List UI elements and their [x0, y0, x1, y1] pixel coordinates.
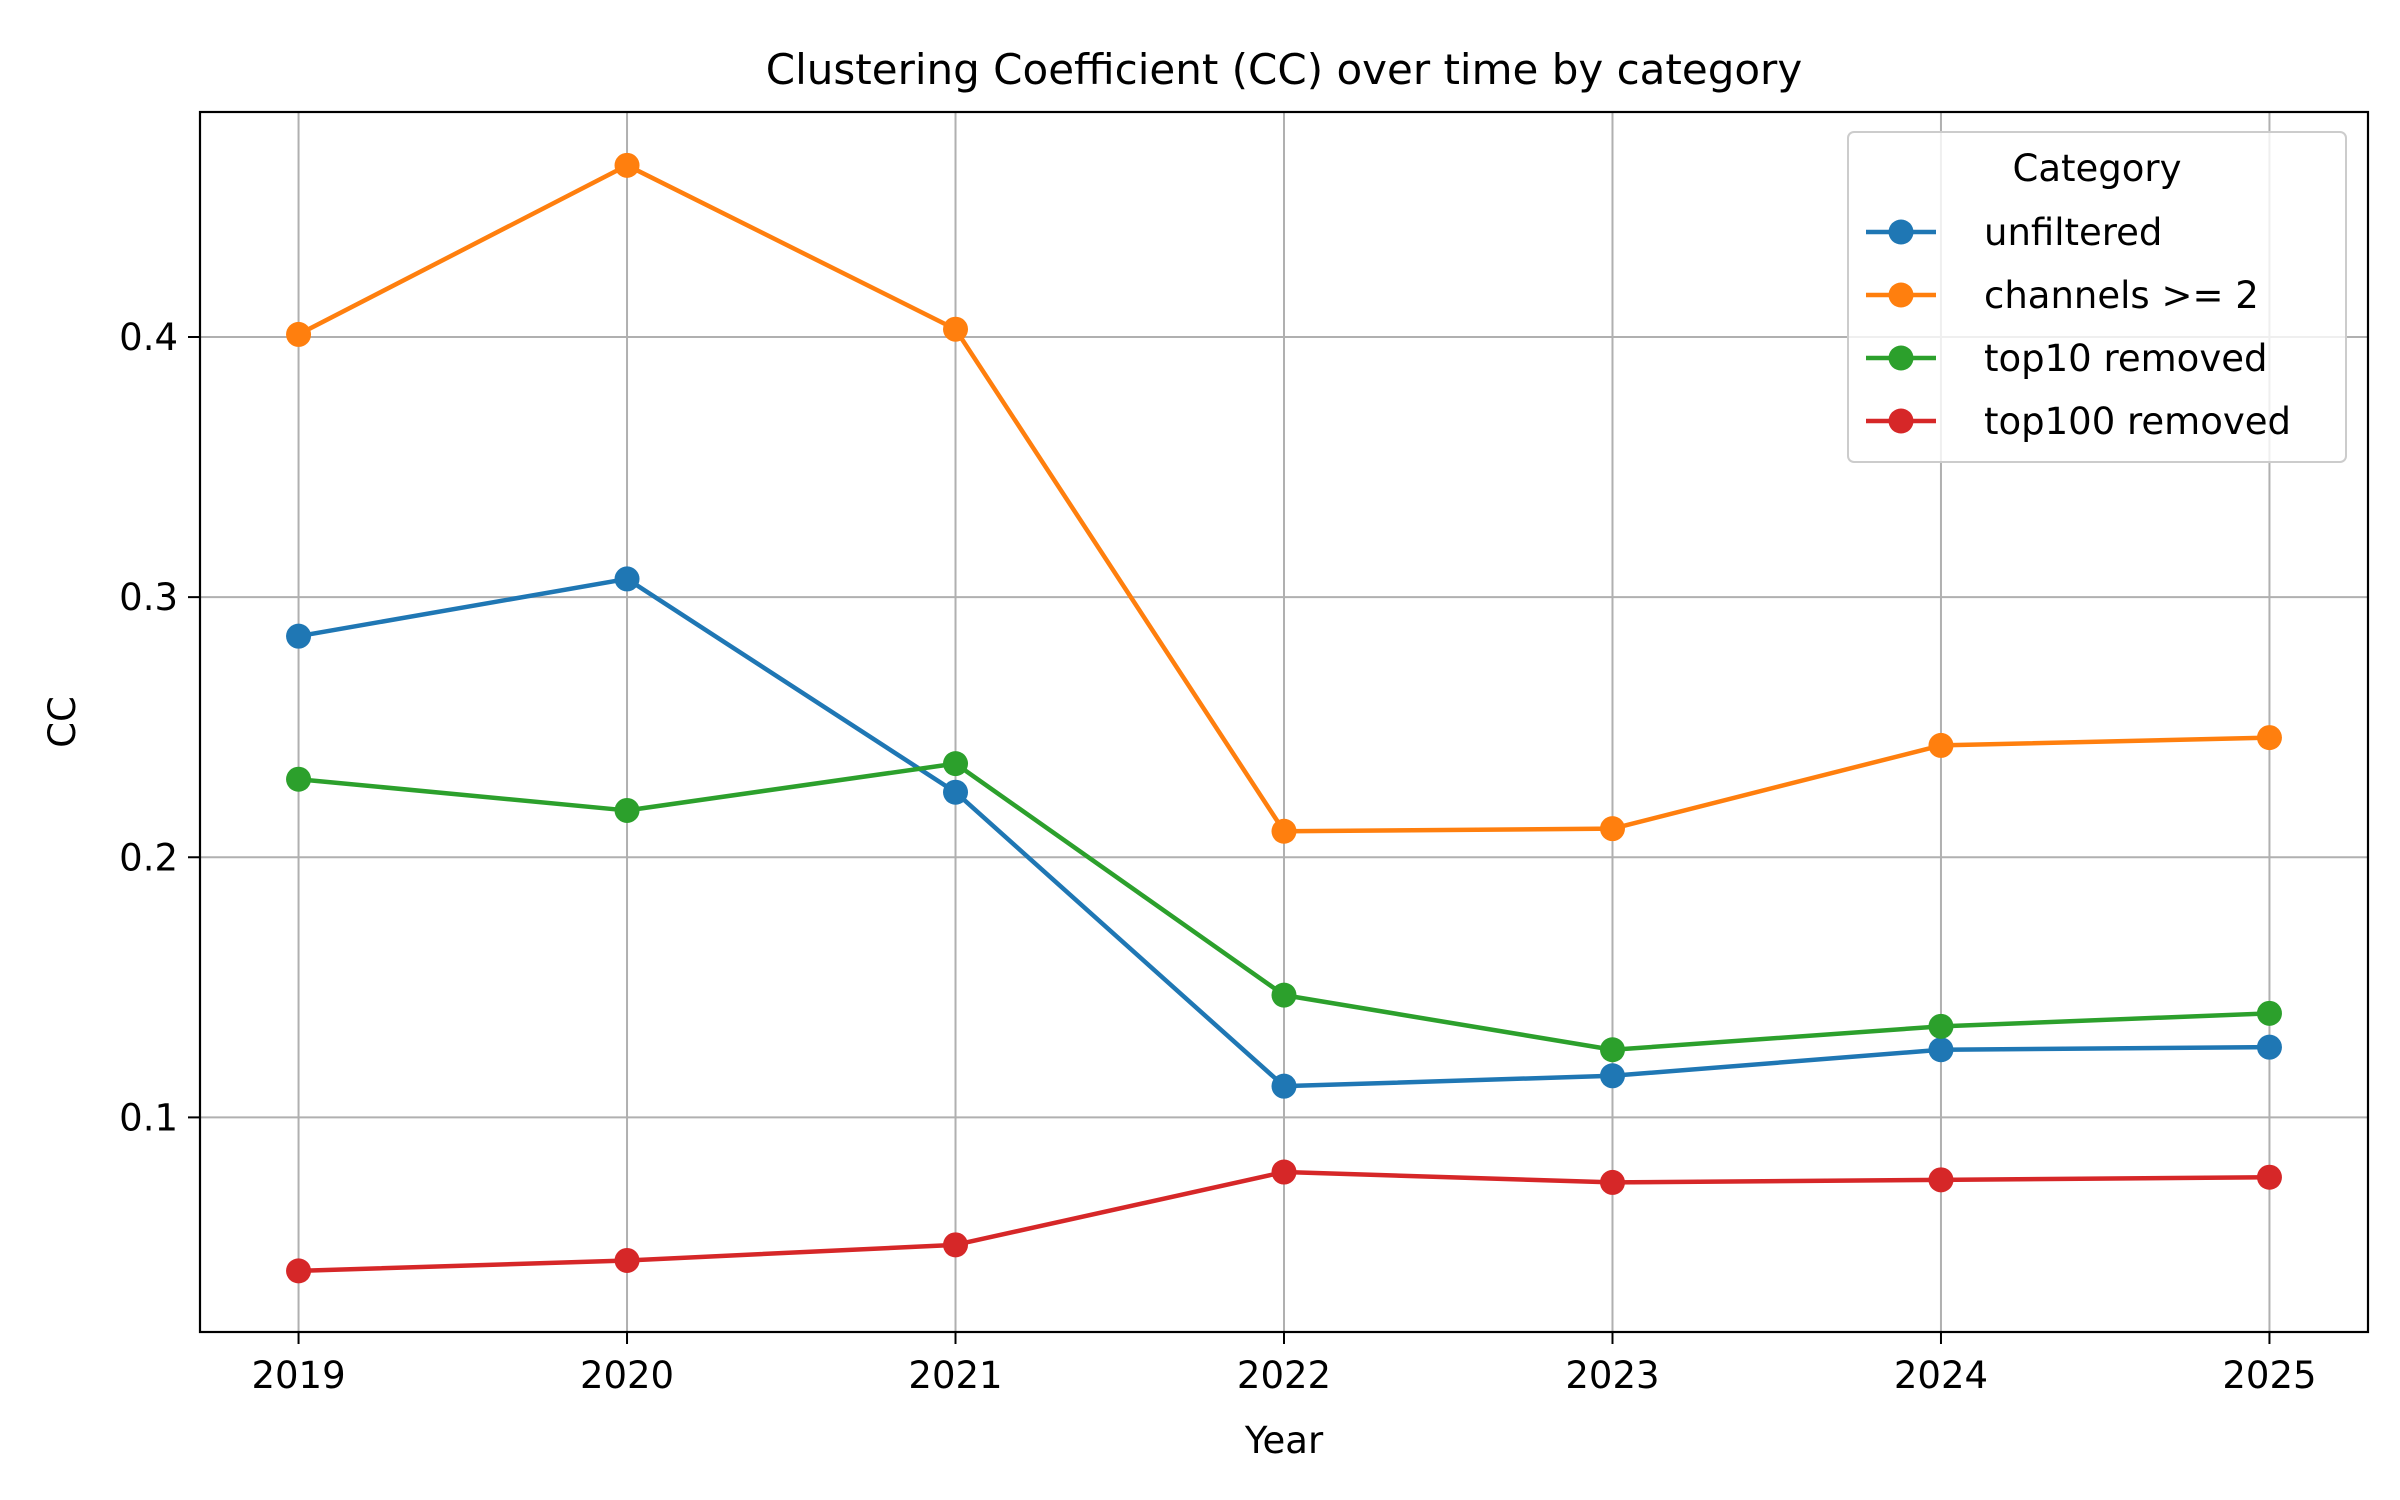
legend-label: top100 removed: [1984, 400, 2291, 443]
data-point: [614, 566, 640, 592]
data-point: [1928, 1013, 1954, 1039]
data-point: [1271, 818, 1297, 844]
legend-title: Category: [2012, 147, 2181, 190]
data-point: [2256, 1000, 2282, 1026]
axis-ticks: 2019 2020 2021 2022 2023 2024 2025 0.1 0.2 0.3 0.4: [119, 316, 2316, 1397]
legend-marker: [1888, 282, 1914, 308]
data-point: [1271, 1159, 1297, 1185]
data-point: [2256, 725, 2282, 751]
data-point: [286, 623, 312, 649]
legend-box: [1847, 131, 2347, 463]
data-point: [286, 321, 312, 347]
y-tick-label: 0.1: [119, 1096, 178, 1139]
data-point: [943, 1232, 969, 1258]
x-tick-label: 2023: [1565, 1354, 1659, 1397]
data-point: [1599, 1037, 1625, 1063]
x-tick-label: 2021: [908, 1354, 1002, 1397]
legend: Category unfiltered channels >= 2 top10 re…: [1847, 131, 2347, 463]
data-point: [943, 751, 969, 777]
data-point: [614, 797, 640, 823]
data-point: [286, 1258, 312, 1284]
legend-marker: [1888, 408, 1914, 434]
y-tick-label: 0.2: [119, 836, 178, 879]
data-point: [1599, 1169, 1625, 1195]
data-point: [614, 1247, 640, 1273]
data-point: [2256, 1164, 2282, 1190]
data-point: [1928, 732, 1954, 758]
legend-items: unfiltered channels >= 2 top10 removed top1…: [1866, 211, 2291, 443]
x-tick-label: 2024: [1894, 1354, 1988, 1397]
legend-label: unfiltered: [1984, 211, 2162, 254]
series-group: [286, 152, 2282, 1284]
data-point: [286, 766, 312, 792]
data-point: [1271, 1073, 1297, 1099]
x-axis-label: Year: [1244, 1419, 1324, 1462]
data-point: [1271, 982, 1297, 1008]
x-tick-label: 2019: [251, 1354, 345, 1397]
data-point: [943, 316, 969, 342]
x-tick-label: 2022: [1237, 1354, 1331, 1397]
chart-title: Clustering Coefficient (CC) over time by…: [766, 45, 1802, 94]
x-tick-label: 2025: [2222, 1354, 2316, 1397]
x-tick-label: 2020: [580, 1354, 674, 1397]
data-point: [1928, 1167, 1954, 1193]
data-point: [614, 152, 640, 178]
data-point: [1928, 1037, 1954, 1063]
y-tick-label: 0.4: [119, 316, 178, 359]
data-point: [943, 779, 969, 805]
y-axis-label: CC: [41, 696, 84, 748]
legend-marker: [1888, 345, 1914, 371]
legend-marker: [1888, 219, 1914, 245]
data-point: [1599, 1063, 1625, 1089]
legend-label: top10 removed: [1984, 337, 2267, 380]
legend-label: channels >= 2: [1984, 274, 2259, 317]
y-tick-label: 0.3: [119, 576, 178, 619]
data-point: [2256, 1034, 2282, 1060]
data-point: [1599, 816, 1625, 842]
